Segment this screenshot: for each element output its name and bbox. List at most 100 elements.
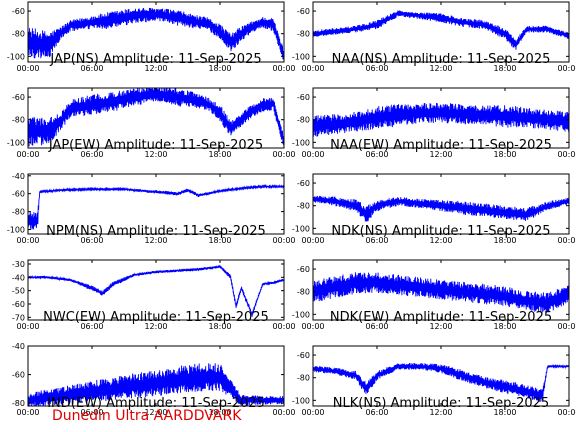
x-tick-label: 00:00 xyxy=(557,236,576,245)
x-tick-label: 00:00 xyxy=(301,64,324,73)
x-tick-label: 18:00 xyxy=(493,236,516,245)
panel-title: NWC(EW) Amplitude: 11-Sep-2025 xyxy=(43,310,269,325)
y-tick-label: -80 xyxy=(297,116,310,125)
y-tick-label: -80 xyxy=(12,116,25,125)
x-tick-label: 00:00 xyxy=(16,322,39,331)
x-tick-label: 12:00 xyxy=(144,150,167,159)
amplitude-trace xyxy=(28,363,284,406)
x-tick-label: 00:00 xyxy=(557,150,576,159)
panel-title: JAP(EW) Amplitude: 11-Sep-2025 xyxy=(48,138,263,153)
x-tick-label: 00:00 xyxy=(301,150,324,159)
x-tick-label: 00:00 xyxy=(272,64,295,73)
y-tick-label: -80 xyxy=(297,30,310,39)
x-tick-label: 00:00 xyxy=(557,322,576,331)
y-tick-label: -60 xyxy=(12,300,25,309)
chart-panel-1: 00:00 06:00 12:00 18:00 00:00 -100 -80 -60 JAP(N… xyxy=(7,1,296,73)
amplitude-trace xyxy=(313,195,569,222)
y-tick-label: -40 xyxy=(12,342,25,351)
x-tick-label: 06:00 xyxy=(80,322,103,331)
x-tick-label: 06:00 xyxy=(365,64,388,73)
x-tick-label: 06:00 xyxy=(80,150,103,159)
x-tick-label: 18:00 xyxy=(493,150,516,159)
x-tick-label: 06:00 xyxy=(365,322,388,331)
y-tick-label: -100 xyxy=(292,224,310,233)
x-tick-label: 00:00 xyxy=(557,64,576,73)
chart-panel-6: 00:00 06:00 12:00 18:00 00:00 -100 -80 -60 NDK(N… xyxy=(292,173,576,245)
chart-panel-5: 00:00 06:00 12:00 18:00 00:00-100-80-60-40NP… xyxy=(7,172,296,245)
y-tick-label: -80 xyxy=(297,288,310,297)
chart-panel-7: 00:00 06:00 12:00 18:00 00:00-70-60-50-40-30… xyxy=(12,259,296,331)
x-tick-label: 00:00 xyxy=(301,236,324,245)
chart-panel-8: 00:00 06:00 12:00 18:00 00:00 -100 -80 -60 NDK(E… xyxy=(292,259,576,331)
panel-title: NPM(NS) Amplitude: 11-Sep-2025 xyxy=(46,224,266,239)
x-tick-label: 00:00 xyxy=(272,322,295,331)
x-tick-label: 00:00 xyxy=(272,236,295,245)
x-tick-label: 18:00 xyxy=(208,408,231,417)
amplitude-trace xyxy=(28,264,284,317)
x-tick-label: 18:00 xyxy=(493,64,516,73)
y-tick-label: -60 xyxy=(297,93,310,102)
panel-title: NLK(NS) Amplitude: 11-Sep-2025 xyxy=(333,396,549,411)
x-tick-label: 18:00 xyxy=(208,322,231,331)
x-tick-label: 00:00 xyxy=(301,408,324,417)
x-tick-label: 06:00 xyxy=(365,408,388,417)
x-tick-label: 12:00 xyxy=(144,322,167,331)
y-tick-label: -80 xyxy=(297,374,310,383)
y-tick-label: -100 xyxy=(7,52,25,61)
x-tick-label: 00:00 xyxy=(16,150,39,159)
amplitude-trace xyxy=(313,10,569,50)
y-tick-label: -80 xyxy=(12,399,25,408)
y-tick-label: -100 xyxy=(292,52,310,61)
chart-panel-2: 00:00 06:00 12:00 18:00 00:00 -100 -80 -60 NAA(N… xyxy=(292,1,576,73)
y-tick-label: -100 xyxy=(7,138,25,147)
y-tick-label: -60 xyxy=(12,190,25,199)
panel-title: NAA(EW) Amplitude: 11-Sep-2025 xyxy=(330,138,552,153)
y-tick-label: -60 xyxy=(12,93,25,102)
y-tick-label: -100 xyxy=(7,226,25,235)
y-tick-label: -80 xyxy=(12,208,25,217)
panel-title: IND(EW) Amplitude: 11-Sep-2025 xyxy=(47,396,265,411)
x-tick-label: 18:00 xyxy=(208,236,231,245)
chart-panel-3: 00:00 06:00 12:00 18:00 00:00 -100 -80 -60 JAP(E… xyxy=(7,87,296,159)
y-tick-label: -50 xyxy=(12,287,25,296)
amplitude-trace xyxy=(313,102,569,137)
x-tick-label: 00:00 xyxy=(301,322,324,331)
x-tick-label: 00:00 xyxy=(557,408,576,417)
y-tick-label: -70 xyxy=(12,313,25,322)
x-tick-label: 18:00 xyxy=(493,322,516,331)
x-tick-label: 06:00 xyxy=(80,408,103,417)
y-tick-label: -80 xyxy=(12,30,25,39)
amplitude-trace xyxy=(28,7,284,60)
x-tick-label: 06:00 xyxy=(365,236,388,245)
amplitude-trace xyxy=(313,272,569,313)
y-tick-label: -60 xyxy=(12,7,25,16)
x-tick-label: 00:00 xyxy=(16,408,39,417)
station-footer: Dunedin Ultra AARDDVARK xyxy=(52,408,242,424)
y-tick-label: -30 xyxy=(12,260,25,269)
y-tick-label: -100 xyxy=(292,396,310,405)
x-tick-label: 06:00 xyxy=(80,236,103,245)
amplitude-trace xyxy=(28,183,284,230)
y-tick-label: -100 xyxy=(292,310,310,319)
chart-panel-4: 00:00 06:00 12:00 18:00 00:00 -100 -80 -60 NAA(E… xyxy=(292,87,576,159)
x-tick-label: 12:00 xyxy=(144,236,167,245)
x-tick-label: 18:00 xyxy=(493,408,516,417)
x-tick-label: 18:00 xyxy=(208,150,231,159)
x-tick-label: 12:00 xyxy=(429,64,452,73)
y-tick-label: -60 xyxy=(297,179,310,188)
x-tick-label: 12:00 xyxy=(429,236,452,245)
x-tick-label: 12:00 xyxy=(429,322,452,331)
x-tick-label: 00:00 xyxy=(272,150,295,159)
chart-panel-9: 00:00 06:00 12:00 18:00 00:00-80-60-40IND(EW… xyxy=(12,342,296,417)
x-tick-label: 00:00 xyxy=(16,236,39,245)
y-tick-label: -40 xyxy=(12,172,25,181)
x-tick-label: 18:00 xyxy=(208,64,231,73)
panel-title: NAA(NS) Amplitude: 11-Sep-2025 xyxy=(332,52,551,67)
x-tick-label: 00:00 xyxy=(272,408,295,417)
y-tick-label: -60 xyxy=(12,371,25,380)
y-tick-label: -60 xyxy=(297,7,310,16)
x-tick-label: 00:00 xyxy=(16,64,39,73)
x-tick-label: 12:00 xyxy=(429,408,452,417)
x-tick-label: 12:00 xyxy=(144,408,167,417)
